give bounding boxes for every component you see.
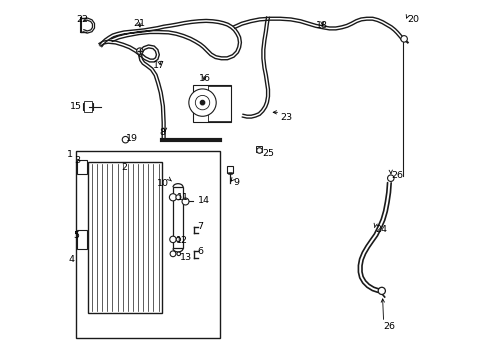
Circle shape (176, 195, 181, 200)
Circle shape (200, 100, 205, 105)
Text: 19: 19 (125, 134, 138, 143)
Text: 9: 9 (233, 178, 240, 187)
Text: 3: 3 (74, 156, 80, 165)
Circle shape (170, 251, 176, 257)
Circle shape (137, 48, 143, 54)
Text: 14: 14 (197, 197, 210, 205)
Text: 18: 18 (317, 22, 328, 31)
Text: 8: 8 (159, 128, 165, 137)
Text: 6: 6 (197, 247, 203, 256)
Circle shape (196, 95, 210, 110)
Bar (193, 85, 231, 122)
Text: 5: 5 (74, 231, 79, 240)
Bar (227, 166, 233, 173)
Text: 4: 4 (68, 255, 74, 264)
Text: 13: 13 (179, 253, 192, 262)
Text: 24: 24 (375, 225, 387, 234)
Text: 26: 26 (384, 323, 395, 331)
Circle shape (176, 237, 180, 242)
Circle shape (170, 194, 176, 201)
Bar (88, 162, 162, 313)
Circle shape (401, 36, 407, 42)
Text: 11: 11 (177, 193, 189, 202)
Text: 2: 2 (122, 163, 127, 172)
Circle shape (177, 252, 180, 256)
Text: 16: 16 (198, 74, 211, 83)
Bar (76, 230, 87, 249)
Circle shape (170, 236, 176, 243)
Bar (76, 160, 87, 174)
Circle shape (378, 287, 386, 294)
Text: 15: 15 (70, 102, 82, 111)
Bar (84, 101, 92, 112)
Text: 17: 17 (153, 61, 165, 70)
Bar (76, 151, 220, 338)
Text: 20: 20 (408, 15, 420, 24)
Text: 12: 12 (176, 236, 188, 245)
Text: 23: 23 (280, 112, 293, 122)
Text: 25: 25 (262, 148, 274, 158)
Bar (83, 103, 93, 110)
Text: 26: 26 (391, 171, 403, 180)
Text: 21: 21 (133, 19, 145, 28)
Text: 10: 10 (157, 179, 170, 188)
Bar (173, 187, 183, 248)
Circle shape (189, 89, 216, 116)
Bar (256, 146, 262, 152)
Circle shape (122, 136, 129, 143)
Text: 22: 22 (76, 15, 88, 24)
Text: 1: 1 (67, 150, 73, 158)
Circle shape (388, 175, 394, 181)
Text: 7: 7 (197, 222, 203, 231)
